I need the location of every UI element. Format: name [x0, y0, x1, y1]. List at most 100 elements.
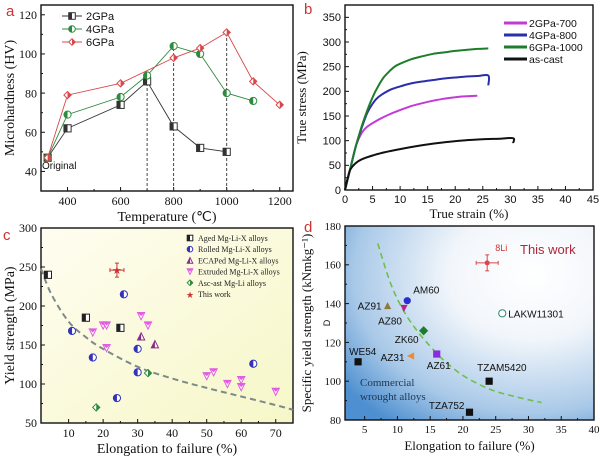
marker-fill	[406, 352, 415, 360]
data-point	[248, 77, 258, 86]
y-tick-label: 200	[323, 86, 341, 98]
point-TZA752: TZA752	[429, 401, 474, 416]
data-point	[223, 379, 232, 389]
x-tick-label: 35	[532, 194, 544, 206]
x-tick-label: 20	[97, 426, 109, 440]
legend-label: ECAPed Mg-Li-X alloys	[198, 256, 278, 265]
series-6GPa: 6GPa	[43, 28, 285, 163]
marker-fill	[200, 44, 204, 52]
marker-fill	[173, 54, 178, 62]
y-tick-label: 50	[25, 416, 37, 430]
data-point	[419, 326, 429, 336]
marker-fill	[403, 297, 411, 305]
series-line	[47, 31, 280, 158]
marker-fill	[196, 50, 201, 58]
y-tick-label: 150	[323, 111, 341, 123]
x-tick-label: 50	[201, 426, 213, 440]
data-point	[102, 344, 111, 353]
series-curve	[344, 73, 491, 191]
x-tick-label: 15	[422, 194, 434, 206]
y-tick-label: 100	[19, 377, 37, 391]
point-label: TZA752	[429, 401, 465, 412]
data-point	[91, 403, 101, 412]
trend-curve	[40, 268, 294, 411]
x-tick-label: 10	[63, 426, 75, 440]
x-tick-label: 30	[504, 194, 516, 206]
x-tick-label: 15	[425, 424, 437, 436]
data-point	[136, 331, 146, 341]
y-tick-label: 160	[325, 260, 342, 272]
data-point	[271, 387, 281, 397]
y-axis-label: Microhardness (HV)	[3, 40, 18, 157]
data-point	[236, 383, 246, 392]
marker-fill	[134, 368, 138, 376]
plot-frame	[40, 4, 294, 192]
marker-fill	[68, 12, 72, 20]
x-tick-label: 45	[587, 194, 599, 206]
data-point	[275, 100, 285, 110]
legend-label: Asc-ast Mg-Li alloys	[198, 279, 266, 288]
series-Rolled Mg-Li-X alloys: Rolled Mg-Li-X alloys	[67, 245, 272, 403]
x-tick-label: 600	[112, 194, 130, 208]
data-point	[236, 376, 246, 385]
x-tick-label: 30	[523, 424, 535, 436]
point-label: AZ31	[381, 353, 405, 364]
data-point	[88, 353, 97, 362]
point-AZ31: AZ31	[381, 352, 415, 364]
data-point	[116, 323, 125, 332]
data-point	[63, 110, 72, 119]
panel-label-c: c	[3, 227, 11, 244]
y-tick-label: 80	[25, 86, 37, 100]
marker-fill	[249, 360, 254, 368]
data-point	[209, 368, 219, 378]
data-point	[43, 270, 53, 279]
series-curve	[344, 136, 516, 191]
data-point	[112, 393, 122, 403]
marker-fill	[120, 79, 125, 87]
data-point	[143, 321, 153, 331]
x-tick-label: 40	[166, 426, 178, 440]
series-Asc-ast Mg-Li alloys: Asc-ast Mg-Li alloys	[91, 279, 266, 412]
marker-fill	[68, 25, 72, 33]
panel-b-stress-strain: 0 5 10 15 20 25 30 35 40 45 0 50 100 150 200 250 300 350 T…	[294, 4, 599, 221]
marker-fill	[134, 345, 138, 353]
data-point	[222, 28, 231, 37]
marker-fill	[433, 350, 441, 358]
point-AZ91: AZ91	[358, 302, 392, 313]
series-curve	[344, 47, 489, 191]
legend-label: 2GPa-700	[529, 18, 577, 30]
marker-fill	[89, 353, 93, 362]
point-AZ80: AZ80	[378, 304, 408, 327]
x-tick-label: 10	[394, 194, 406, 206]
y-tick-label: 350	[323, 12, 341, 24]
marker-fill	[210, 368, 218, 373]
point-label: AM60	[413, 286, 440, 297]
data-point	[202, 372, 212, 381]
series-as-cast: as-cast	[344, 54, 563, 191]
x-tick-label: 800	[165, 194, 183, 208]
annotation-original: Original	[42, 161, 76, 172]
marker-fill	[151, 340, 155, 348]
data-point	[63, 90, 72, 100]
data-point	[136, 312, 146, 321]
marker-fill	[354, 358, 362, 366]
marker-fill	[223, 89, 227, 97]
marker-fill	[143, 71, 148, 80]
x-tick-label: 40	[589, 424, 600, 436]
x-tick-label: 0	[342, 194, 348, 206]
marker-fill	[116, 101, 121, 109]
legend-marker	[186, 256, 194, 264]
marker-fill	[170, 122, 174, 130]
point-label: AZ91	[358, 302, 382, 313]
legend-marker	[68, 12, 76, 20]
data-point	[116, 92, 125, 102]
x-tick-label: 1000	[215, 194, 239, 208]
y-tick-label: 250	[323, 62, 341, 74]
data-point	[81, 313, 90, 322]
marker-fill	[47, 154, 52, 162]
y-tick-label: 0	[335, 185, 341, 197]
data-point	[116, 100, 125, 109]
marker-fill	[465, 408, 474, 416]
legend-marker	[67, 37, 77, 47]
marker-fill	[237, 383, 245, 388]
